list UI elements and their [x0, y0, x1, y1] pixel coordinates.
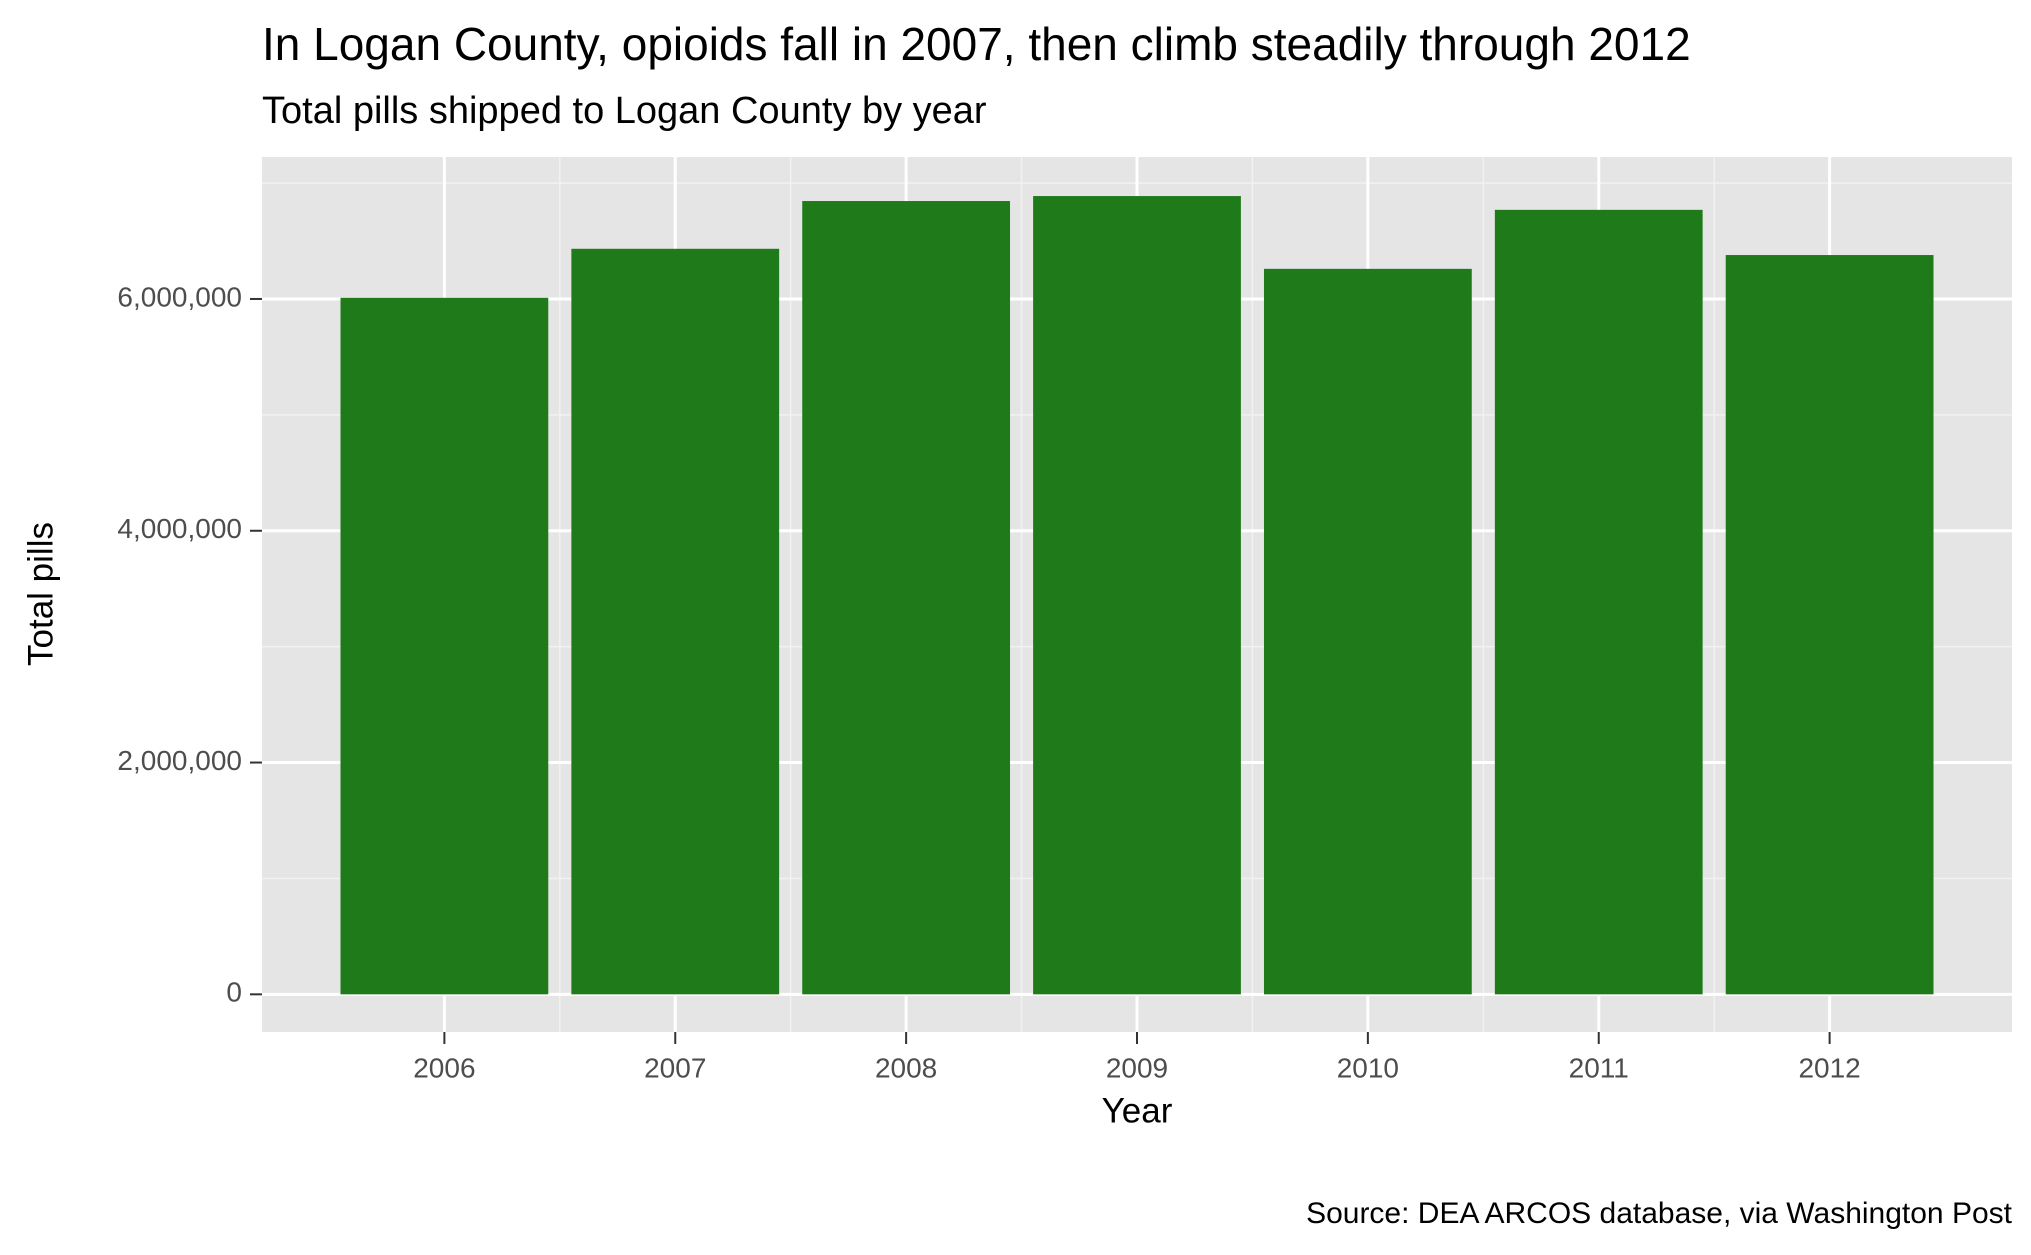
bar — [1033, 196, 1241, 995]
chart-title: In Logan County, opioids fall in 2007, t… — [262, 18, 1691, 70]
x-tick-label: 2011 — [1569, 1052, 1629, 1083]
x-axis-title: Year — [1102, 1091, 1173, 1130]
x-tick-label: 2007 — [644, 1052, 706, 1083]
bar — [571, 248, 780, 995]
marks — [340, 196, 1934, 995]
x-tick-label: 2006 — [413, 1052, 475, 1083]
chart-subtitle: Total pills shipped to Logan County by y… — [262, 90, 987, 132]
y-tick-label: 0 — [226, 977, 242, 1008]
bar — [1494, 209, 1703, 995]
bar — [1725, 255, 1934, 995]
y-tick-label: 4,000,000 — [117, 513, 242, 544]
bar — [802, 201, 1011, 995]
x-tick-label: 2012 — [1798, 1052, 1860, 1083]
y-axis-title: Total pills — [21, 522, 60, 666]
x-tick-label: 2008 — [875, 1052, 937, 1083]
x-tick-label: 2010 — [1337, 1052, 1399, 1083]
bar — [1263, 268, 1472, 995]
bar — [340, 297, 549, 995]
y-tick-label: 6,000,000 — [117, 281, 242, 312]
x-tick-label: 2009 — [1106, 1052, 1168, 1083]
y-tick-label: 2,000,000 — [117, 745, 242, 776]
caption: Source: DEA ARCOS database, via Washingt… — [1306, 1197, 2013, 1230]
